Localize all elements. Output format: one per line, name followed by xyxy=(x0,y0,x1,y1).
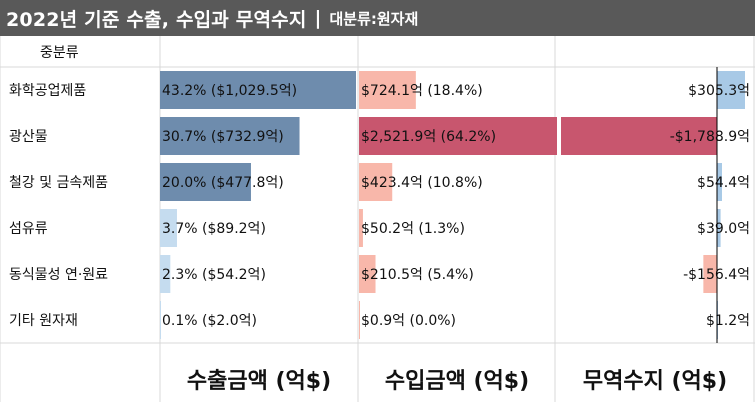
balance-label: -$1,788.9억 xyxy=(670,129,750,145)
import-bar xyxy=(359,163,393,201)
import-bar xyxy=(359,71,416,109)
balance-bar xyxy=(703,255,717,293)
export-bar xyxy=(160,209,177,247)
row-header-label: 중분류 xyxy=(40,45,79,61)
category-label: 화학공업제품 xyxy=(9,83,86,99)
import-label: $423.4억 (10.8%) xyxy=(361,175,483,191)
import-label: $2,521.9억 (64.2%) xyxy=(361,129,496,145)
import-bar xyxy=(359,117,557,155)
category-label: 기타 원자재 xyxy=(9,313,78,329)
import-label: $724.1억 (18.4%) xyxy=(361,83,483,99)
balance-label: $54.4억 xyxy=(697,175,750,191)
category-label: 광산물 xyxy=(9,129,48,145)
import-label: $50.2억 (1.3%) xyxy=(361,221,465,237)
import-bar xyxy=(359,255,376,293)
import-bar xyxy=(359,209,363,247)
export-bar xyxy=(160,163,251,201)
export-label: 2.3% ($54.2억) xyxy=(162,267,266,283)
balance-label: $1.2억 xyxy=(706,313,750,329)
title-bar: 2022년 기준 수출, 수입과 무역수지 | 대분류:원자재 xyxy=(0,0,755,36)
title-separator: | xyxy=(314,7,322,29)
export-label: 30.7% ($732.9억) xyxy=(162,129,284,145)
export-bar xyxy=(160,71,356,109)
export-label: 0.1% ($2.0억) xyxy=(162,313,257,329)
balance-bar xyxy=(717,71,745,109)
chart-subtitle: 대분류:원자재 xyxy=(329,9,419,28)
balance-label: $39.0억 xyxy=(697,221,750,237)
export-bar xyxy=(160,301,161,339)
column-header: 수입금액 (억$) xyxy=(385,369,529,394)
export-bar xyxy=(160,255,171,293)
export-bar xyxy=(160,117,300,155)
column-header: 수출금액 (억$) xyxy=(187,369,331,394)
balance-label: $305.3억 xyxy=(688,83,750,99)
chart-title: 2022년 기준 수출, 수입과 무역수지 xyxy=(6,8,307,31)
export-label: 20.0% ($477.8억) xyxy=(162,175,284,191)
export-label: 3.7% ($89.2억) xyxy=(162,221,266,237)
category-label: 섬유류 xyxy=(9,221,48,237)
category-label: 동식물성 연·원료 xyxy=(9,267,108,283)
import-label: $210.5억 (5.4%) xyxy=(361,267,474,283)
import-bar xyxy=(359,301,360,339)
category-label: 철강 및 금속제품 xyxy=(9,175,108,191)
column-header: 무역수지 (억$) xyxy=(583,369,727,394)
balance-bar xyxy=(561,117,717,155)
export-label: 43.2% ($1,029.5억) xyxy=(162,83,297,99)
balance-bar xyxy=(717,163,722,201)
import-label: $0.9억 (0.0%) xyxy=(361,313,456,329)
balance-bar xyxy=(717,209,721,247)
